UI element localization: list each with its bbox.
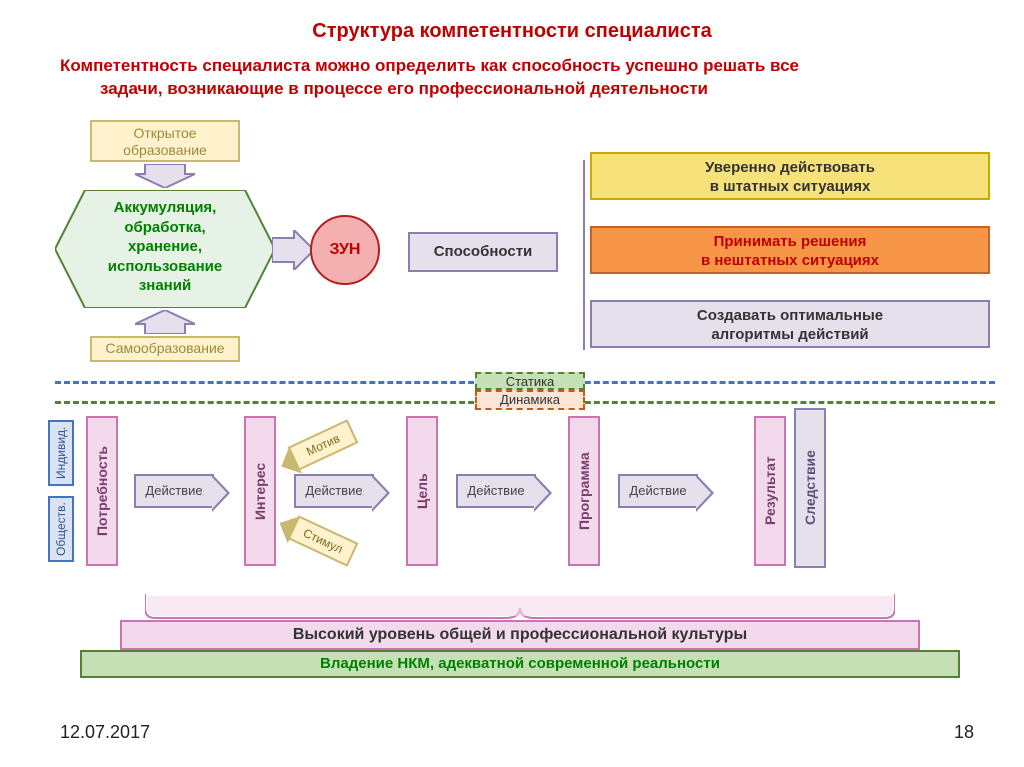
hex-l1: Аккумуляция, (114, 199, 217, 216)
hex-l5: знаний (139, 277, 191, 294)
rb1-l1: Уверенно действовать (705, 159, 875, 176)
abilities-box: Способности (408, 232, 558, 272)
culture-bar: Высокий уровень общей и профессиональной… (120, 620, 920, 650)
stimulus-arrow: Стимул (288, 515, 359, 566)
rb1-l2: в штатных ситуациях (710, 178, 871, 195)
static-dynamic-divider: Статика Динамика (55, 372, 995, 412)
motive-arrow: Мотив (288, 419, 359, 470)
individ-box: Индивид. (48, 420, 74, 486)
subtitle: Компетентность специалиста можно определ… (0, 43, 1024, 101)
rb3-l2: алгоритмы действий (711, 326, 868, 343)
dinamika-label: Динамика (475, 390, 585, 410)
open-education-box: Открытое образование (90, 120, 240, 162)
nkm-bar: Владение НКМ, адекватной современной реа… (80, 650, 960, 678)
make-decisions-box: Принимать решения в нештатных ситуациях (590, 226, 990, 274)
goal-box: Цель (406, 416, 438, 566)
rb2-l2: в нештатных ситуациях (701, 252, 879, 269)
need-box: Потребность (86, 416, 118, 566)
open-edu-l2: образование (123, 142, 207, 158)
flow-row: Индивид. Обществ. Потребность Действие И… (48, 416, 1008, 586)
up-arrow-icon (135, 310, 195, 334)
knowledge-hexagon: Аккумуляция, обработка, хранение, исполь… (55, 190, 275, 308)
result-box: Результат (754, 416, 786, 566)
bracket-icon (145, 594, 895, 620)
program-box: Программа (568, 416, 600, 566)
hex-l3: хранение, (128, 238, 202, 255)
page-title: Структура компетентности специалиста (0, 0, 1024, 43)
down-arrow-icon (135, 164, 195, 188)
footer-page: 18 (954, 722, 974, 743)
action-arrow-3: Действие (456, 474, 536, 508)
action-arrow-2: Действие (294, 474, 374, 508)
right-arrow-icon (272, 230, 314, 270)
action-arrow-1: Действие (134, 474, 214, 508)
subtitle-line2: задачи, возникающие в процессе его профе… (60, 78, 984, 101)
rb2-l1: Принимать решения (714, 233, 867, 250)
self-education-box: Самообразование (90, 336, 240, 362)
open-edu-l1: Открытое (133, 125, 196, 141)
hex-l4: использование (108, 258, 222, 275)
confident-action-box: Уверенно действовать в штатных ситуациях (590, 152, 990, 200)
rb3-l1: Создавать оптимальные (697, 307, 883, 324)
hex-l2: обработка, (124, 219, 205, 236)
consequence-box: Следствие (794, 408, 826, 568)
vertical-connector (575, 160, 593, 350)
zun-circle: ЗУН (310, 215, 380, 285)
action-arrow-4: Действие (618, 474, 698, 508)
interest-box: Интерес (244, 416, 276, 566)
statika-label: Статика (475, 372, 585, 390)
subtitle-line1: Компетентность специалиста можно определ… (60, 56, 799, 75)
footer-date: 12.07.2017 (60, 722, 150, 743)
create-algorithms-box: Создавать оптимальные алгоритмы действий (590, 300, 990, 348)
obshestv-box: Обществ. (48, 496, 74, 562)
